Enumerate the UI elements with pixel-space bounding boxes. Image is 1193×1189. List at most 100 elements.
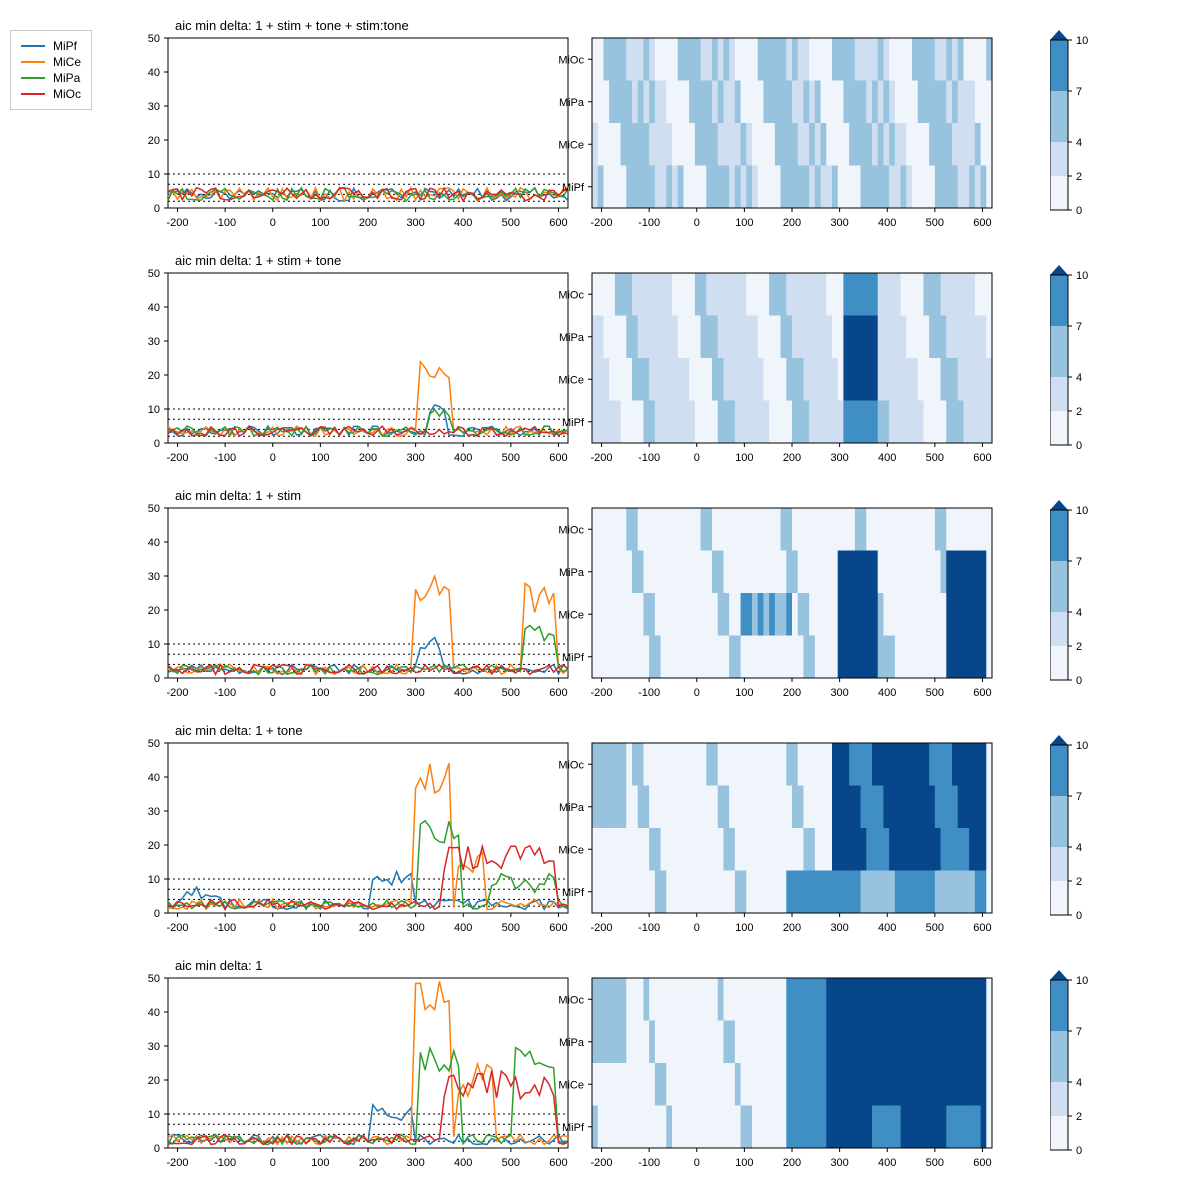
cbar-tick-label: 4 — [1076, 372, 1082, 384]
colorbar: 024710 — [1050, 263, 1128, 463]
series-line-mipa — [168, 626, 568, 675]
panel-title: aic min delta: 1 + stim — [175, 488, 301, 503]
ytick-label: 50 — [148, 738, 160, 750]
ytick-label: 30 — [148, 336, 160, 348]
xtick-label: 200 — [359, 922, 377, 934]
xtick-label: 600 — [973, 687, 991, 699]
xtick-label: 100 — [311, 922, 329, 934]
series-line-mioc — [168, 1070, 568, 1144]
cbar-tick-label: 10 — [1076, 740, 1088, 752]
heatmap-ylabel: MiOc — [558, 994, 584, 1006]
line-chart: 01020304050-200-1000100200300400500600 — [118, 33, 588, 243]
xtick-label: 500 — [926, 217, 944, 229]
xtick-label: 600 — [973, 1157, 991, 1169]
heatmap-chart: MiPfMiCeMiPaMiOc-200-1000100200300400500… — [542, 503, 1012, 713]
xtick-label: 0 — [270, 452, 276, 464]
xtick-label: 400 — [878, 922, 896, 934]
xtick-label: -100 — [638, 452, 660, 464]
colorbar: 024710 — [1050, 498, 1128, 698]
ytick-label: 10 — [148, 874, 160, 886]
xtick-label: 200 — [359, 217, 377, 229]
xtick-label: 300 — [406, 217, 424, 229]
xtick-label: -200 — [591, 452, 613, 464]
cbar-tick-label: 4 — [1076, 1077, 1082, 1089]
cbar-tick-label: 4 — [1076, 137, 1082, 149]
heatmap-ylabel: MiCe — [558, 1079, 584, 1091]
cbar-tick-label: 0 — [1076, 440, 1082, 452]
xtick-label: 200 — [783, 217, 801, 229]
colorbar: 024710 — [1050, 28, 1128, 228]
ytick-label: 0 — [154, 1143, 160, 1155]
panel-title: aic min delta: 1 + stim + tone + stim:to… — [175, 18, 409, 33]
xtick-label: 400 — [454, 217, 472, 229]
xtick-label: 400 — [454, 1157, 472, 1169]
xtick-label: 100 — [311, 452, 329, 464]
xtick-label: 0 — [270, 687, 276, 699]
xtick-label: 400 — [878, 687, 896, 699]
chart-row: aic min delta: 101020304050-200-10001002… — [0, 950, 1193, 1180]
chart-row: aic min delta: 1 + tone01020304050-200-1… — [0, 715, 1193, 945]
xtick-label: 100 — [311, 217, 329, 229]
xtick-label: -100 — [214, 922, 236, 934]
heatmap-ylabel: MiPa — [559, 97, 585, 109]
xtick-label: 100 — [311, 1157, 329, 1169]
heatmap-ylabel: MiPf — [562, 1122, 585, 1134]
xtick-label: 300 — [406, 1157, 424, 1169]
heatmap-chart: MiPfMiCeMiPaMiOc-200-1000100200300400500… — [542, 268, 1012, 478]
xtick-label: 100 — [735, 687, 753, 699]
cbar-tick-label: 7 — [1076, 791, 1082, 803]
xtick-label: 400 — [878, 452, 896, 464]
heatmap-ylabel: MiOc — [558, 54, 584, 66]
xtick-label: -100 — [214, 452, 236, 464]
cbar-tick-label: 4 — [1076, 607, 1082, 619]
series-line-mipa — [168, 821, 568, 909]
heatmap-chart: MiPfMiCeMiPaMiOc-200-1000100200300400500… — [542, 973, 1012, 1183]
xtick-label: 500 — [926, 1157, 944, 1169]
heatmap-ylabel: MiPa — [559, 332, 585, 344]
ytick-label: 30 — [148, 1041, 160, 1053]
xtick-label: 300 — [406, 452, 424, 464]
xtick-label: -200 — [167, 922, 189, 934]
xtick-label: -200 — [591, 687, 613, 699]
xtick-label: -200 — [167, 217, 189, 229]
line-chart: 01020304050-200-1000100200300400500600 — [118, 973, 588, 1183]
xtick-label: 600 — [973, 922, 991, 934]
ytick-label: 50 — [148, 33, 160, 45]
xtick-label: -100 — [214, 1157, 236, 1169]
ytick-label: 30 — [148, 101, 160, 113]
line-chart: 01020304050-200-1000100200300400500600 — [118, 268, 588, 478]
ytick-label: 20 — [148, 605, 160, 617]
xtick-label: 300 — [830, 922, 848, 934]
series-line-mioc — [168, 846, 568, 910]
xtick-label: 500 — [926, 922, 944, 934]
cbar-tick-label: 10 — [1076, 35, 1088, 47]
colorbar: 024710 — [1050, 733, 1128, 933]
xtick-label: 400 — [878, 1157, 896, 1169]
ytick-label: 40 — [148, 1007, 160, 1019]
heatmap-ylabel: MiCe — [558, 139, 584, 151]
xtick-label: 400 — [878, 217, 896, 229]
ytick-label: 50 — [148, 503, 160, 515]
xtick-label: 200 — [783, 687, 801, 699]
ytick-label: 10 — [148, 404, 160, 416]
xtick-label: -200 — [591, 217, 613, 229]
xtick-label: 300 — [830, 452, 848, 464]
xtick-label: -100 — [638, 922, 660, 934]
xtick-label: 0 — [694, 687, 700, 699]
xtick-label: 0 — [270, 922, 276, 934]
xtick-label: -100 — [638, 217, 660, 229]
panel-title: aic min delta: 1 — [175, 958, 262, 973]
heatmap-ylabel: MiPf — [562, 182, 585, 194]
series-line-mice — [168, 763, 568, 909]
xtick-label: 200 — [359, 1157, 377, 1169]
cbar-tick-label: 0 — [1076, 205, 1082, 217]
ytick-label: 30 — [148, 806, 160, 818]
xtick-label: 100 — [735, 452, 753, 464]
xtick-label: 200 — [359, 687, 377, 699]
xtick-label: 300 — [406, 687, 424, 699]
xtick-label: 100 — [311, 687, 329, 699]
cbar-tick-label: 2 — [1076, 171, 1082, 183]
ytick-label: 40 — [148, 67, 160, 79]
xtick-label: 100 — [735, 1157, 753, 1169]
xtick-label: 0 — [270, 1157, 276, 1169]
